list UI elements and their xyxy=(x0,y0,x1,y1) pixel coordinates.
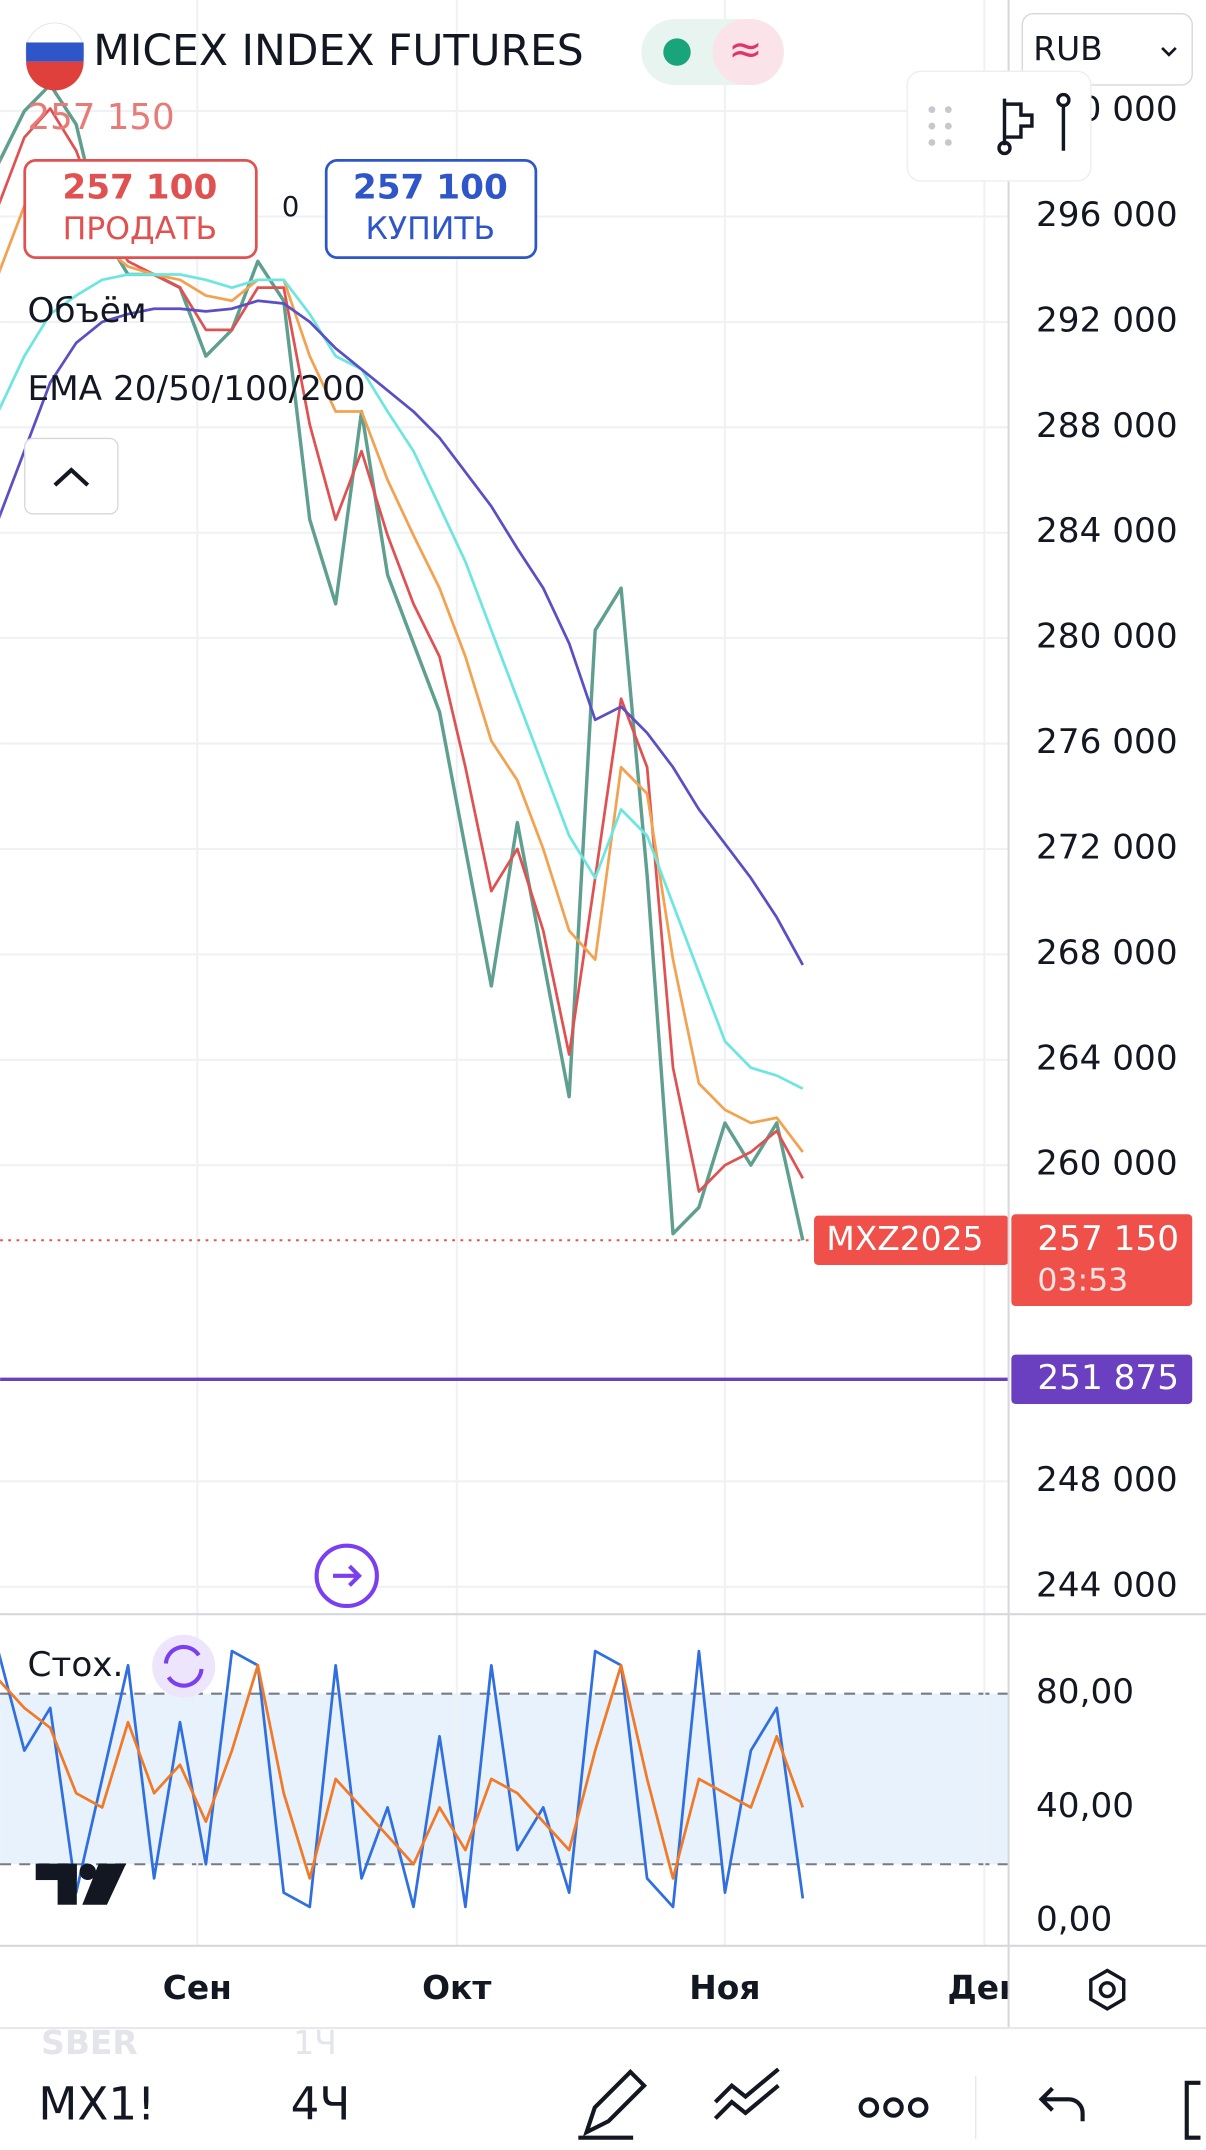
symbol-button[interactable]: MX1! xyxy=(38,2078,155,2131)
y-tick-label: 248 000 xyxy=(1036,1460,1178,1500)
currency-select[interactable] xyxy=(1021,13,1193,86)
indicator-label[interactable]: Объём xyxy=(27,291,146,331)
price-label: 257 150 xyxy=(1037,1219,1179,1259)
last-price: 257 150 xyxy=(27,97,174,138)
interval-button[interactable]: 4Ч xyxy=(291,2078,351,2131)
collapse-button[interactable] xyxy=(24,437,119,515)
y-tick-label: 288 000 xyxy=(1036,406,1178,446)
price-label-box xyxy=(1011,1354,1193,1404)
status-pill-part xyxy=(712,19,784,85)
settings-icon xyxy=(1098,1981,1116,1999)
indicator-line xyxy=(0,299,804,966)
collapse-icon xyxy=(53,467,90,487)
currency-caret xyxy=(1161,46,1177,57)
x-tick-label: Окт xyxy=(422,1968,491,2007)
symbol-label: MXZ2025 xyxy=(826,1219,983,1258)
sell-button[interactable] xyxy=(23,158,258,259)
y-tick-label: 280 000 xyxy=(1036,617,1178,657)
tools-widget xyxy=(906,70,1092,182)
indicator-line xyxy=(0,273,804,1090)
currency-label: RUB xyxy=(1033,29,1102,68)
sell-label: ПРОДАТЬ xyxy=(63,211,218,247)
y-tick-label: 244 000 xyxy=(1036,1565,1178,1605)
y-tick-label: 0,00 xyxy=(1036,1900,1112,1940)
band-fill xyxy=(0,1693,1009,1865)
price-label-box xyxy=(1011,1214,1193,1307)
indicator-line xyxy=(0,175,804,1153)
price-label: 251 875 xyxy=(1037,1358,1179,1398)
fullscreen-button[interactable] xyxy=(1184,2080,1201,2140)
symbol-label-box xyxy=(814,1215,1009,1265)
undo-button[interactable] xyxy=(1038,2086,1085,2122)
indicator-line xyxy=(0,1663,805,1880)
y-tick-label: 264 000 xyxy=(1036,1038,1178,1078)
y-tick-label: 80,00 xyxy=(1036,1672,1134,1712)
stoch-title[interactable]: Стох. xyxy=(27,1645,123,1685)
buy-button[interactable] xyxy=(324,158,538,259)
axis-layer: 244 000 248 000 260 000 264 000 268 000 272 0… xyxy=(814,90,1193,1940)
flag xyxy=(25,22,85,91)
drag-handle[interactable] xyxy=(928,106,952,146)
bar-countdown: 03:53 xyxy=(1037,1262,1128,1298)
x-tick-label: Дек xyxy=(947,1968,1021,2007)
flag-tool[interactable] xyxy=(997,98,1034,156)
refresh-icon xyxy=(163,1644,204,1688)
tv-logo xyxy=(35,1863,127,1905)
y-tick-label: 260 000 xyxy=(1036,1144,1178,1184)
recent-symbol: SBER xyxy=(41,2023,138,2062)
draw-tool-button[interactable] xyxy=(578,2068,648,2140)
sell-price: 257 100 xyxy=(62,168,217,208)
market-open-dot xyxy=(663,38,691,66)
spread: 0 xyxy=(282,192,299,223)
recent-interval: 1Ч xyxy=(293,2023,336,2062)
settings-button[interactable] xyxy=(1089,1968,1126,2011)
delay-icon: ≈ xyxy=(728,25,762,73)
y-tick-label: 40,00 xyxy=(1036,1786,1134,1826)
y-tick-label: 272 000 xyxy=(1036,827,1178,867)
line-tool[interactable] xyxy=(1056,92,1071,151)
indicator-label[interactable]: EMA 20/50/100/200 xyxy=(27,369,365,409)
indicators-button[interactable] xyxy=(713,2067,780,2120)
symbol-title[interactable]: MICEX INDEX FUTURES xyxy=(93,27,584,76)
y-tick-label: 284 000 xyxy=(1036,511,1178,551)
grid-layer xyxy=(0,0,1009,1946)
y-tick-label: 292 000 xyxy=(1036,300,1178,340)
indicator-line xyxy=(0,1649,805,1909)
y-tick-label: 268 000 xyxy=(1036,933,1178,973)
buy-label: КУПИТЬ xyxy=(366,211,496,247)
x-tick-label: Сен xyxy=(163,1968,232,2007)
plot-layer: Сен Окт Ноя Дек xyxy=(0,82,1021,2007)
x-tick-label: Ноя xyxy=(689,1968,760,2007)
y-tick-label: 276 000 xyxy=(1036,722,1178,762)
refresh-button[interactable] xyxy=(152,1634,216,1698)
more-button[interactable] xyxy=(858,2097,929,2118)
indicator-line xyxy=(0,107,804,1193)
y-tick-label: 296 000 xyxy=(1036,195,1178,235)
scroll-icon xyxy=(333,1564,362,1587)
buy-price: 257 100 xyxy=(353,168,508,208)
